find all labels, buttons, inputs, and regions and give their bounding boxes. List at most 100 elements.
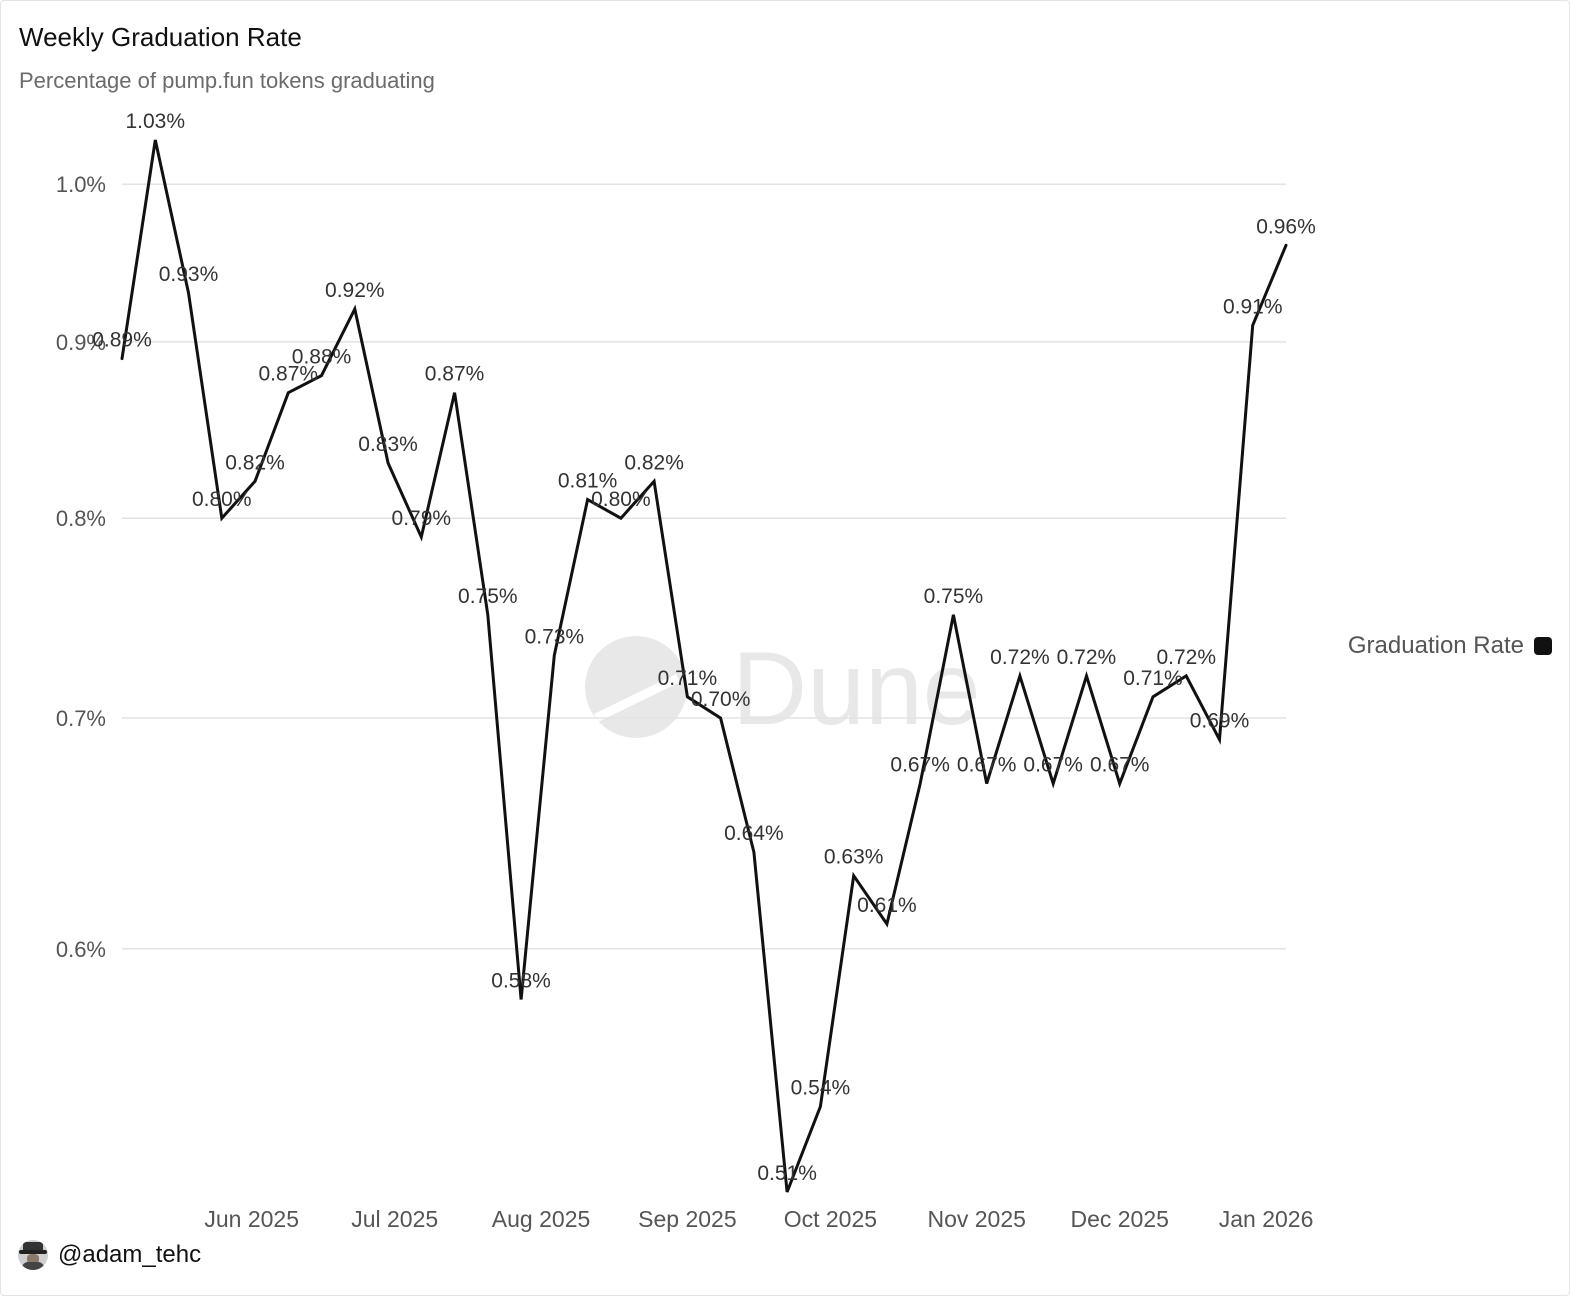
legend[interactable]: Graduation Rate xyxy=(1348,632,1552,660)
data-point xyxy=(153,138,157,142)
data-label: 0.69% xyxy=(1190,710,1250,733)
data-point xyxy=(486,613,490,617)
data-point xyxy=(951,613,955,617)
data-point xyxy=(785,1190,789,1194)
data-point xyxy=(1284,243,1288,247)
data-label: 0.70% xyxy=(691,688,751,711)
data-point xyxy=(752,850,756,854)
data-point xyxy=(120,357,124,361)
data-label: 0.92% xyxy=(325,279,385,302)
dune-watermark: Dune xyxy=(585,631,981,747)
data-point xyxy=(220,516,224,520)
data-label: 0.89% xyxy=(92,329,152,352)
data-labels: 0.89%1.03%0.93%0.80%0.82%0.87%0.88%0.92%… xyxy=(92,110,1316,1185)
watermark-text: Dune xyxy=(732,631,981,747)
data-point xyxy=(719,716,723,720)
data-label: 0.71% xyxy=(1123,667,1183,690)
x-tick-label: Jan 2026 xyxy=(1219,1206,1314,1232)
author-handle: @adam_tehc xyxy=(58,1241,202,1268)
gridlines xyxy=(122,183,1286,950)
data-label: 0.87% xyxy=(425,363,485,386)
data-point xyxy=(1151,695,1155,699)
data-point xyxy=(586,498,590,502)
data-label: 0.72% xyxy=(1057,646,1117,669)
data-label: 0.80% xyxy=(591,488,651,511)
data-label: 0.75% xyxy=(458,585,518,608)
chart-title: Weekly Graduation Rate xyxy=(19,22,302,52)
data-point xyxy=(918,782,922,786)
data-point xyxy=(519,998,523,1002)
x-tick-label: Sep 2025 xyxy=(638,1206,736,1232)
data-label: 0.91% xyxy=(1223,295,1283,318)
data-point xyxy=(419,535,423,539)
x-tick-label: Aug 2025 xyxy=(492,1206,590,1232)
data-point xyxy=(353,307,357,311)
data-label: 0.67% xyxy=(1023,754,1083,777)
author-footer[interactable]: @adam_tehc xyxy=(18,1240,201,1270)
data-point xyxy=(652,479,656,483)
data-label: 0.82% xyxy=(225,451,285,474)
data-label: 0.72% xyxy=(1156,646,1216,669)
x-tick-label: Jul 2025 xyxy=(351,1206,438,1232)
author-avatar xyxy=(18,1240,48,1270)
data-label: 0.80% xyxy=(192,488,252,511)
data-label: 0.88% xyxy=(292,346,352,369)
data-label: 0.93% xyxy=(159,263,219,286)
data-label: 0.82% xyxy=(624,451,684,474)
data-point xyxy=(1018,674,1022,678)
data-label: 0.67% xyxy=(957,754,1017,777)
chart-subtitle: Percentage of pump.fun tokens graduating xyxy=(19,68,435,93)
y-tick-label: 1.0% xyxy=(56,172,106,197)
x-tick-label: Nov 2025 xyxy=(927,1206,1025,1232)
data-point xyxy=(852,874,856,878)
x-tick-label: Dec 2025 xyxy=(1070,1206,1168,1232)
data-point xyxy=(253,479,257,483)
data-label: 0.58% xyxy=(491,970,551,993)
data-point xyxy=(1217,738,1221,742)
data-label: 0.63% xyxy=(824,846,884,869)
data-label: 0.64% xyxy=(724,822,784,845)
data-point xyxy=(685,695,689,699)
data-point xyxy=(985,782,989,786)
data-point xyxy=(818,1104,822,1108)
data-point xyxy=(1051,782,1055,786)
data-label: 1.03% xyxy=(125,110,185,133)
data-label: 0.54% xyxy=(791,1076,851,1099)
data-label: 0.67% xyxy=(890,754,950,777)
y-tick-label: 0.8% xyxy=(56,506,106,531)
y-axis: 0.6% 0.7% 0.8% 0.9% 1.0% xyxy=(56,172,106,962)
data-point xyxy=(453,391,457,395)
data-label: 0.87% xyxy=(259,363,319,386)
data-label: 0.67% xyxy=(1090,754,1150,777)
y-tick-label: 0.6% xyxy=(56,937,106,962)
data-label: 0.83% xyxy=(358,433,418,456)
data-point xyxy=(619,516,623,520)
legend-swatch xyxy=(1534,637,1552,655)
data-point xyxy=(1251,323,1255,327)
series-graduation-rate xyxy=(120,138,1288,1194)
data-point xyxy=(187,291,191,295)
data-point xyxy=(320,374,324,378)
data-point xyxy=(1118,782,1122,786)
legend-label: Graduation Rate xyxy=(1347,632,1524,659)
data-label: 0.71% xyxy=(658,667,718,690)
data-point xyxy=(885,922,889,926)
data-label: 0.73% xyxy=(525,625,585,648)
data-point xyxy=(286,391,290,395)
x-axis: Jun 2025 Jul 2025 Aug 2025 Sep 2025 Oct 2025… xyxy=(204,1206,1313,1232)
series-line xyxy=(120,139,1288,1193)
y-tick-label: 0.7% xyxy=(56,706,106,731)
data-point xyxy=(386,461,390,465)
x-tick-label: Oct 2025 xyxy=(784,1206,877,1232)
data-point xyxy=(1184,674,1188,678)
x-tick-label: Jun 2025 xyxy=(204,1206,299,1232)
data-label: 0.79% xyxy=(392,507,452,530)
data-point xyxy=(1084,674,1088,678)
data-label: 0.51% xyxy=(757,1162,817,1185)
y-tick-label: 0.9% xyxy=(56,330,106,355)
data-label: 0.96% xyxy=(1256,215,1316,238)
data-point xyxy=(552,653,556,657)
data-label: 0.72% xyxy=(990,646,1050,669)
data-label: 0.61% xyxy=(857,894,917,917)
